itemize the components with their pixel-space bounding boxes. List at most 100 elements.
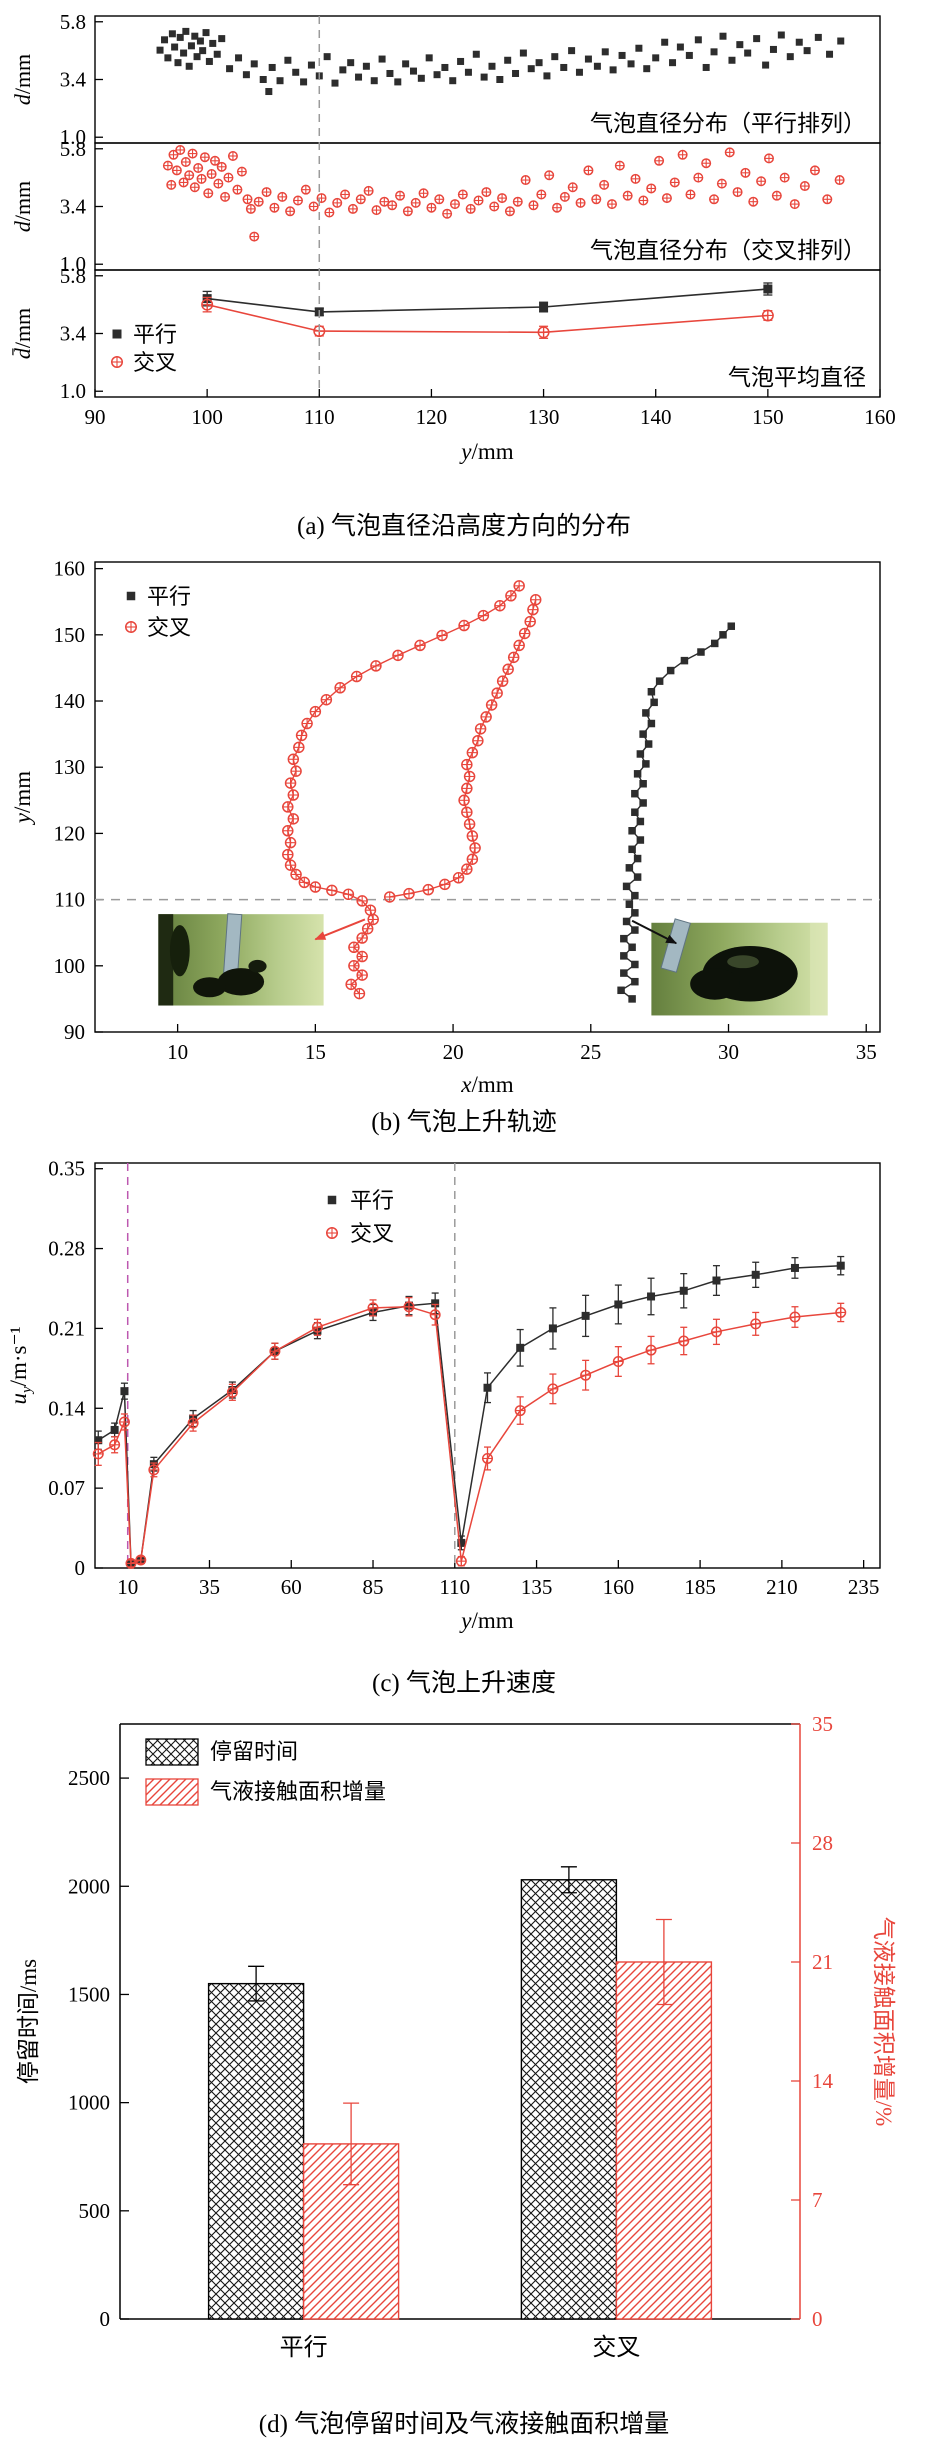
svg-text:d/mm: d/mm [10, 181, 35, 232]
svg-text:160: 160 [54, 557, 86, 581]
svg-text:90: 90 [64, 1020, 85, 1044]
svg-text:y/mm: y/mm [459, 439, 513, 464]
bar-residence-time [520, 1879, 618, 2320]
series-cross [162, 144, 845, 242]
svg-text:110: 110 [439, 1575, 470, 1599]
svg-text:3.4: 3.4 [60, 195, 87, 219]
svg-text:150: 150 [752, 405, 784, 429]
svg-text:120: 120 [54, 821, 86, 845]
svg-text:130: 130 [528, 405, 560, 429]
panel-a-chart: 1.0 3.4 5.8 d/mm 气泡直径分布（平行排列） 1.0 3.4 5.8 d/mm 气泡… [10, 10, 896, 464]
svg-text:160: 160 [603, 1575, 635, 1599]
subplot-a1: 1.0 3.4 5.8 d/mm 气泡直径分布（平行排列） [10, 10, 881, 149]
svg-text:3.4: 3.4 [60, 322, 87, 346]
svg-text:d̄/mm: d̄/mm [10, 308, 35, 359]
svg-text:30: 30 [718, 1040, 739, 1064]
annotation-arrow [314, 918, 366, 941]
svg-text:1.0: 1.0 [60, 252, 86, 276]
panel-a-caption: (a) 气泡直径沿高度方向的分布 [297, 513, 631, 540]
svg-text:35: 35 [856, 1040, 877, 1064]
svg-text:0.14: 0.14 [48, 1396, 85, 1420]
panel-d: 0 500 1000 1500 2000 2500 0 7 14 21 28 35 平行 交叉 停留时间 气液… [0, 1709, 928, 2440]
panel-b: 90 100 110 120 130 140 150 160 10 15 20 25 30 35 平行 交叉 x… [0, 552, 928, 1138]
subplot-a2: 1.0 3.4 5.8 d/mm 气泡直径分布（交叉排列） [10, 137, 881, 276]
series-cross [282, 580, 542, 1000]
svg-text:7: 7 [812, 2188, 823, 2212]
svg-text:150: 150 [54, 623, 86, 647]
series-parallel [156, 27, 845, 96]
svg-text:停留时间: 停留时间 [210, 1739, 298, 1764]
svg-text:0: 0 [75, 1556, 86, 1580]
svg-text:气泡直径分布（交叉排列）: 气泡直径分布（交叉排列） [590, 238, 866, 263]
svg-text:140: 140 [640, 405, 672, 429]
svg-text:5.8: 5.8 [60, 137, 86, 161]
svg-text:停留时间/ms: 停留时间/ms [16, 1959, 41, 2084]
svg-text:135: 135 [521, 1575, 553, 1599]
svg-text:185: 185 [684, 1575, 716, 1599]
svg-text:2000: 2000 [68, 1874, 110, 1898]
svg-text:28: 28 [812, 1831, 833, 1855]
svg-text:15: 15 [305, 1040, 326, 1064]
svg-text:交叉: 交叉 [133, 350, 177, 375]
svg-text:235: 235 [848, 1575, 880, 1599]
svg-text:uy/m·s⁻¹: uy/m·s⁻¹ [6, 1326, 35, 1404]
panel-b-caption: (b) 气泡上升轨迹 [371, 1109, 557, 1136]
svg-text:0.07: 0.07 [48, 1476, 85, 1500]
svg-text:100: 100 [54, 954, 86, 978]
svg-text:交叉: 交叉 [147, 615, 191, 640]
svg-text:x/mm: x/mm [460, 1072, 513, 1097]
svg-text:35: 35 [199, 1575, 220, 1599]
svg-text:1.0: 1.0 [60, 379, 86, 403]
svg-text:平行: 平行 [280, 2334, 328, 2361]
svg-text:120: 120 [416, 405, 448, 429]
svg-text:500: 500 [79, 2199, 111, 2223]
series-parallel [202, 282, 773, 317]
svg-text:气泡直径分布（平行排列）: 气泡直径分布（平行排列） [590, 111, 866, 136]
svg-text:2500: 2500 [68, 1766, 110, 1790]
svg-text:1500: 1500 [68, 1982, 110, 2006]
svg-text:5.8: 5.8 [60, 10, 86, 34]
svg-text:14: 14 [812, 2069, 834, 2093]
svg-text:平行: 平行 [147, 584, 191, 609]
annotation-arrow [631, 919, 678, 945]
svg-text:85: 85 [363, 1575, 384, 1599]
svg-text:21: 21 [812, 1950, 833, 1974]
svg-text:130: 130 [54, 755, 86, 779]
svg-text:5.8: 5.8 [60, 264, 86, 288]
svg-text:交叉: 交叉 [592, 2334, 640, 2361]
panel-a: 1.0 3.4 5.8 d/mm 气泡直径分布（平行排列） 1.0 3.4 5.8 d/mm 气泡… [0, 6, 928, 542]
svg-text:0.21: 0.21 [48, 1316, 85, 1340]
svg-text:d/mm: d/mm [10, 54, 35, 105]
svg-text:35: 35 [812, 1712, 833, 1736]
bubble-photo-2 [651, 918, 828, 1016]
bar-contact-area [615, 1961, 713, 2320]
series-cross [201, 296, 774, 339]
svg-text:气液接触面积增量/%: 气液接触面积增量/% [871, 1917, 896, 2127]
bubble-photo-1 [158, 913, 324, 1006]
svg-text:90: 90 [85, 405, 106, 429]
svg-text:气液接触面积增量: 气液接触面积增量 [210, 1779, 386, 1804]
svg-text:25: 25 [580, 1040, 601, 1064]
bar-group-parallel [207, 1965, 400, 2320]
svg-text:10: 10 [167, 1040, 188, 1064]
bar-group-cross [520, 1866, 713, 2320]
svg-text:平行: 平行 [350, 1188, 394, 1213]
svg-text:1000: 1000 [68, 2091, 110, 2115]
svg-text:交叉: 交叉 [350, 1221, 394, 1246]
series-parallel [617, 622, 736, 1003]
panel-d-caption: (d) 气泡停留时间及气液接触面积增量 [258, 2411, 670, 2438]
svg-text:3.4: 3.4 [60, 68, 87, 92]
svg-text:20: 20 [443, 1040, 464, 1064]
svg-text:1.0: 1.0 [60, 125, 86, 149]
svg-text:y/mm: y/mm [10, 771, 35, 825]
svg-text:气泡平均直径: 气泡平均直径 [728, 365, 866, 390]
svg-text:160: 160 [864, 405, 896, 429]
bar-residence-time [207, 1982, 305, 2320]
svg-text:100: 100 [191, 405, 223, 429]
svg-text:210: 210 [766, 1575, 798, 1599]
panel-c-chart: 0 0.07 0.14 0.21 0.28 0.35 10 35 60 85 110 135 160 18… [6, 1157, 881, 1633]
svg-text:0.28: 0.28 [48, 1237, 85, 1261]
